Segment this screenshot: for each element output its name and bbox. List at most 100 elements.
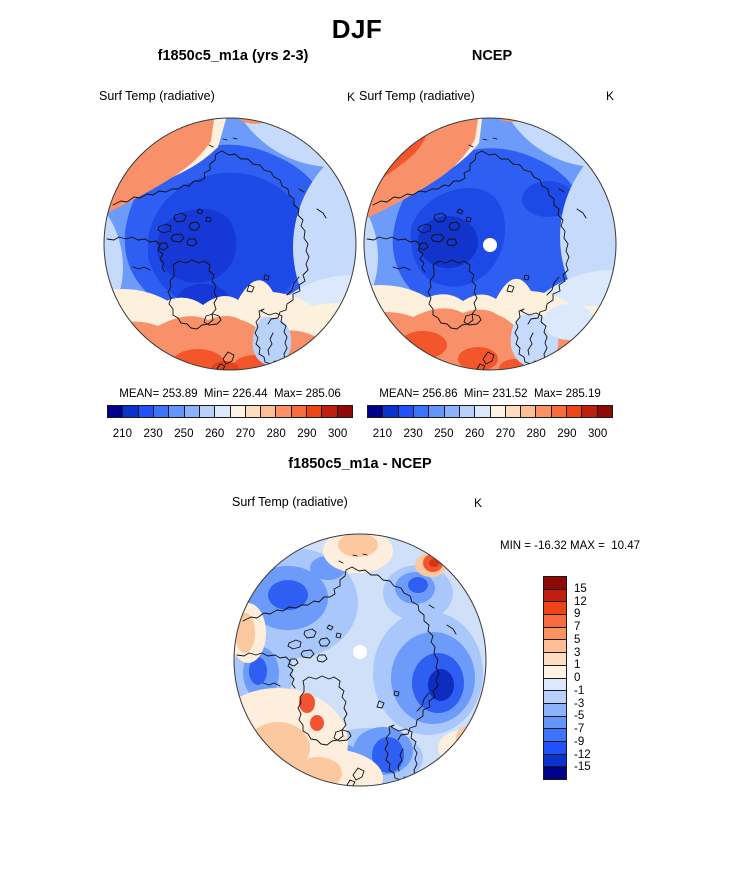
model-colorbar (107, 405, 353, 418)
colorbar-cell (543, 753, 567, 768)
obs-panel-title: NCEP (471, 48, 513, 64)
colorbar-tick-label: 7 (574, 621, 581, 633)
colorbar-cell (543, 677, 567, 692)
colorbar-cell (183, 405, 200, 418)
colorbar-tick-label: 300 (328, 428, 348, 440)
colorbar-cell (550, 405, 568, 418)
colorbar-cell (428, 405, 445, 418)
colorbar-cell (543, 766, 567, 780)
colorbar-cell (543, 715, 567, 730)
colorbar-cell (412, 405, 430, 418)
colorbar-cell (152, 405, 170, 418)
colorbar-tick-label: -15 (574, 761, 591, 774)
colorbar-tick-label: 15 (574, 582, 587, 595)
colorbar-cell (543, 576, 567, 590)
obs-units-label: K (606, 89, 615, 103)
colorbar-cell (543, 626, 567, 641)
colorbar-cell (458, 405, 476, 418)
model-panel-title: f1850c5_m1a (yrs 2-3) (157, 48, 309, 64)
colorbar-tick-label: 5 (574, 633, 581, 646)
colorbar-tick-label: 290 (557, 428, 577, 440)
colorbar-cell (543, 652, 567, 666)
colorbar-cell (336, 405, 353, 418)
diff-field-label: Surf Temp (radiative) (232, 495, 348, 509)
colorbar-tick-label: 230 (143, 428, 163, 440)
colorbar-tick-label: 210 (372, 428, 392, 440)
colorbar-cell (306, 405, 323, 418)
pole-hole-dot (353, 645, 367, 659)
colorbar-cell (244, 405, 262, 418)
colorbar-cell (581, 405, 598, 418)
colorbar-cell (543, 690, 567, 704)
colorbar-cell (543, 601, 567, 616)
colorbar-cell (543, 614, 567, 628)
diff-units-label: K (474, 496, 483, 510)
model-colorbar-ticks: 210 230 250 260 270 280 290 300 (107, 428, 353, 442)
colorbar-tick-label: 12 (574, 595, 587, 608)
diff-panel-title: f1850c5_m1a - NCEP (288, 456, 432, 472)
diff-polar-map (233, 533, 487, 787)
colorbar-cell (596, 405, 613, 418)
colorbar-tick-label: 9 (574, 608, 581, 621)
colorbar-tick-label: 270 (495, 428, 515, 440)
season-title: DJF (331, 14, 383, 44)
colorbar-tick-label: 3 (574, 646, 581, 659)
colorbar-tick-label: -5 (574, 710, 585, 723)
colorbar-cell (260, 405, 277, 418)
colorbar-cell (543, 639, 567, 654)
colorbar-tick-label: 260 (205, 428, 225, 440)
obs-field-label: Surf Temp (radiative) (359, 89, 475, 103)
model-polar-map (103, 117, 357, 371)
colorbar-tick-label: 1 (574, 659, 581, 672)
colorbar-cell (504, 405, 522, 418)
colorbar-cell (543, 740, 567, 755)
obs-polar-map (363, 117, 617, 371)
colorbar-tick-label: -12 (574, 748, 591, 761)
colorbar-cell (543, 664, 567, 679)
colorbar-tick-label: 280 (526, 428, 546, 440)
colorbar-tick-label: -3 (574, 697, 585, 710)
colorbar-cell (137, 405, 154, 418)
colorbar-cell (122, 405, 139, 418)
colorbar-tick-label: 250 (434, 428, 454, 440)
colorbar-cell (290, 405, 308, 418)
colorbar-cell (275, 405, 292, 418)
colorbar-tick-label: 280 (266, 428, 286, 440)
colorbar-cell (214, 405, 231, 418)
colorbar-cell (489, 405, 506, 418)
colorbar-cell (535, 405, 552, 418)
colorbar-cell (382, 405, 399, 418)
colorbar-cell (543, 702, 567, 717)
colorbar-tick-label: 0 (574, 672, 581, 684)
obs-colorbar-ticks: 210 230 250 260 270 280 290 300 (367, 428, 613, 442)
colorbar-tick-label: 230 (403, 428, 423, 440)
colorbar-cell (474, 405, 491, 418)
colorbar-cell (543, 588, 567, 603)
colorbar-cell (229, 405, 246, 418)
diff-colorbar-ticks: 15 12 9 7 5 3 1 0 -1 -3 -5 -7 -9 -12 -15 (574, 576, 606, 780)
colorbar-tick-label: 250 (174, 428, 194, 440)
obs-colorbar (367, 405, 613, 418)
colorbar-cell (367, 405, 384, 418)
colorbar-cell (168, 405, 185, 418)
colorbar-cell (198, 405, 216, 418)
colorbar-tick-label: 210 (112, 428, 132, 440)
colorbar-tick-label: 270 (235, 428, 255, 440)
colorbar-cell (443, 405, 460, 418)
model-field-label: Surf Temp (radiative) (99, 89, 215, 103)
colorbar-tick-label: 290 (297, 428, 317, 440)
colorbar-tick-label: -7 (574, 723, 585, 735)
colorbar-tick-label: -9 (574, 735, 585, 748)
colorbar-cell (321, 405, 338, 418)
diff-colorbar (543, 576, 567, 780)
colorbar-cell (107, 405, 124, 418)
model-units-label: K (347, 90, 356, 104)
model-stats-line: MEAN= 253.89 Min= 226.44 Max= 285.06 (119, 388, 341, 400)
colorbar-cell (543, 728, 567, 742)
colorbar-cell (566, 405, 583, 418)
colorbar-cell (397, 405, 414, 418)
colorbar-tick-label: 300 (588, 428, 608, 440)
colorbar-tick-label: 260 (465, 428, 485, 440)
obs-stats-line: MEAN= 256.86 Min= 231.52 Max= 285.19 (379, 388, 601, 400)
